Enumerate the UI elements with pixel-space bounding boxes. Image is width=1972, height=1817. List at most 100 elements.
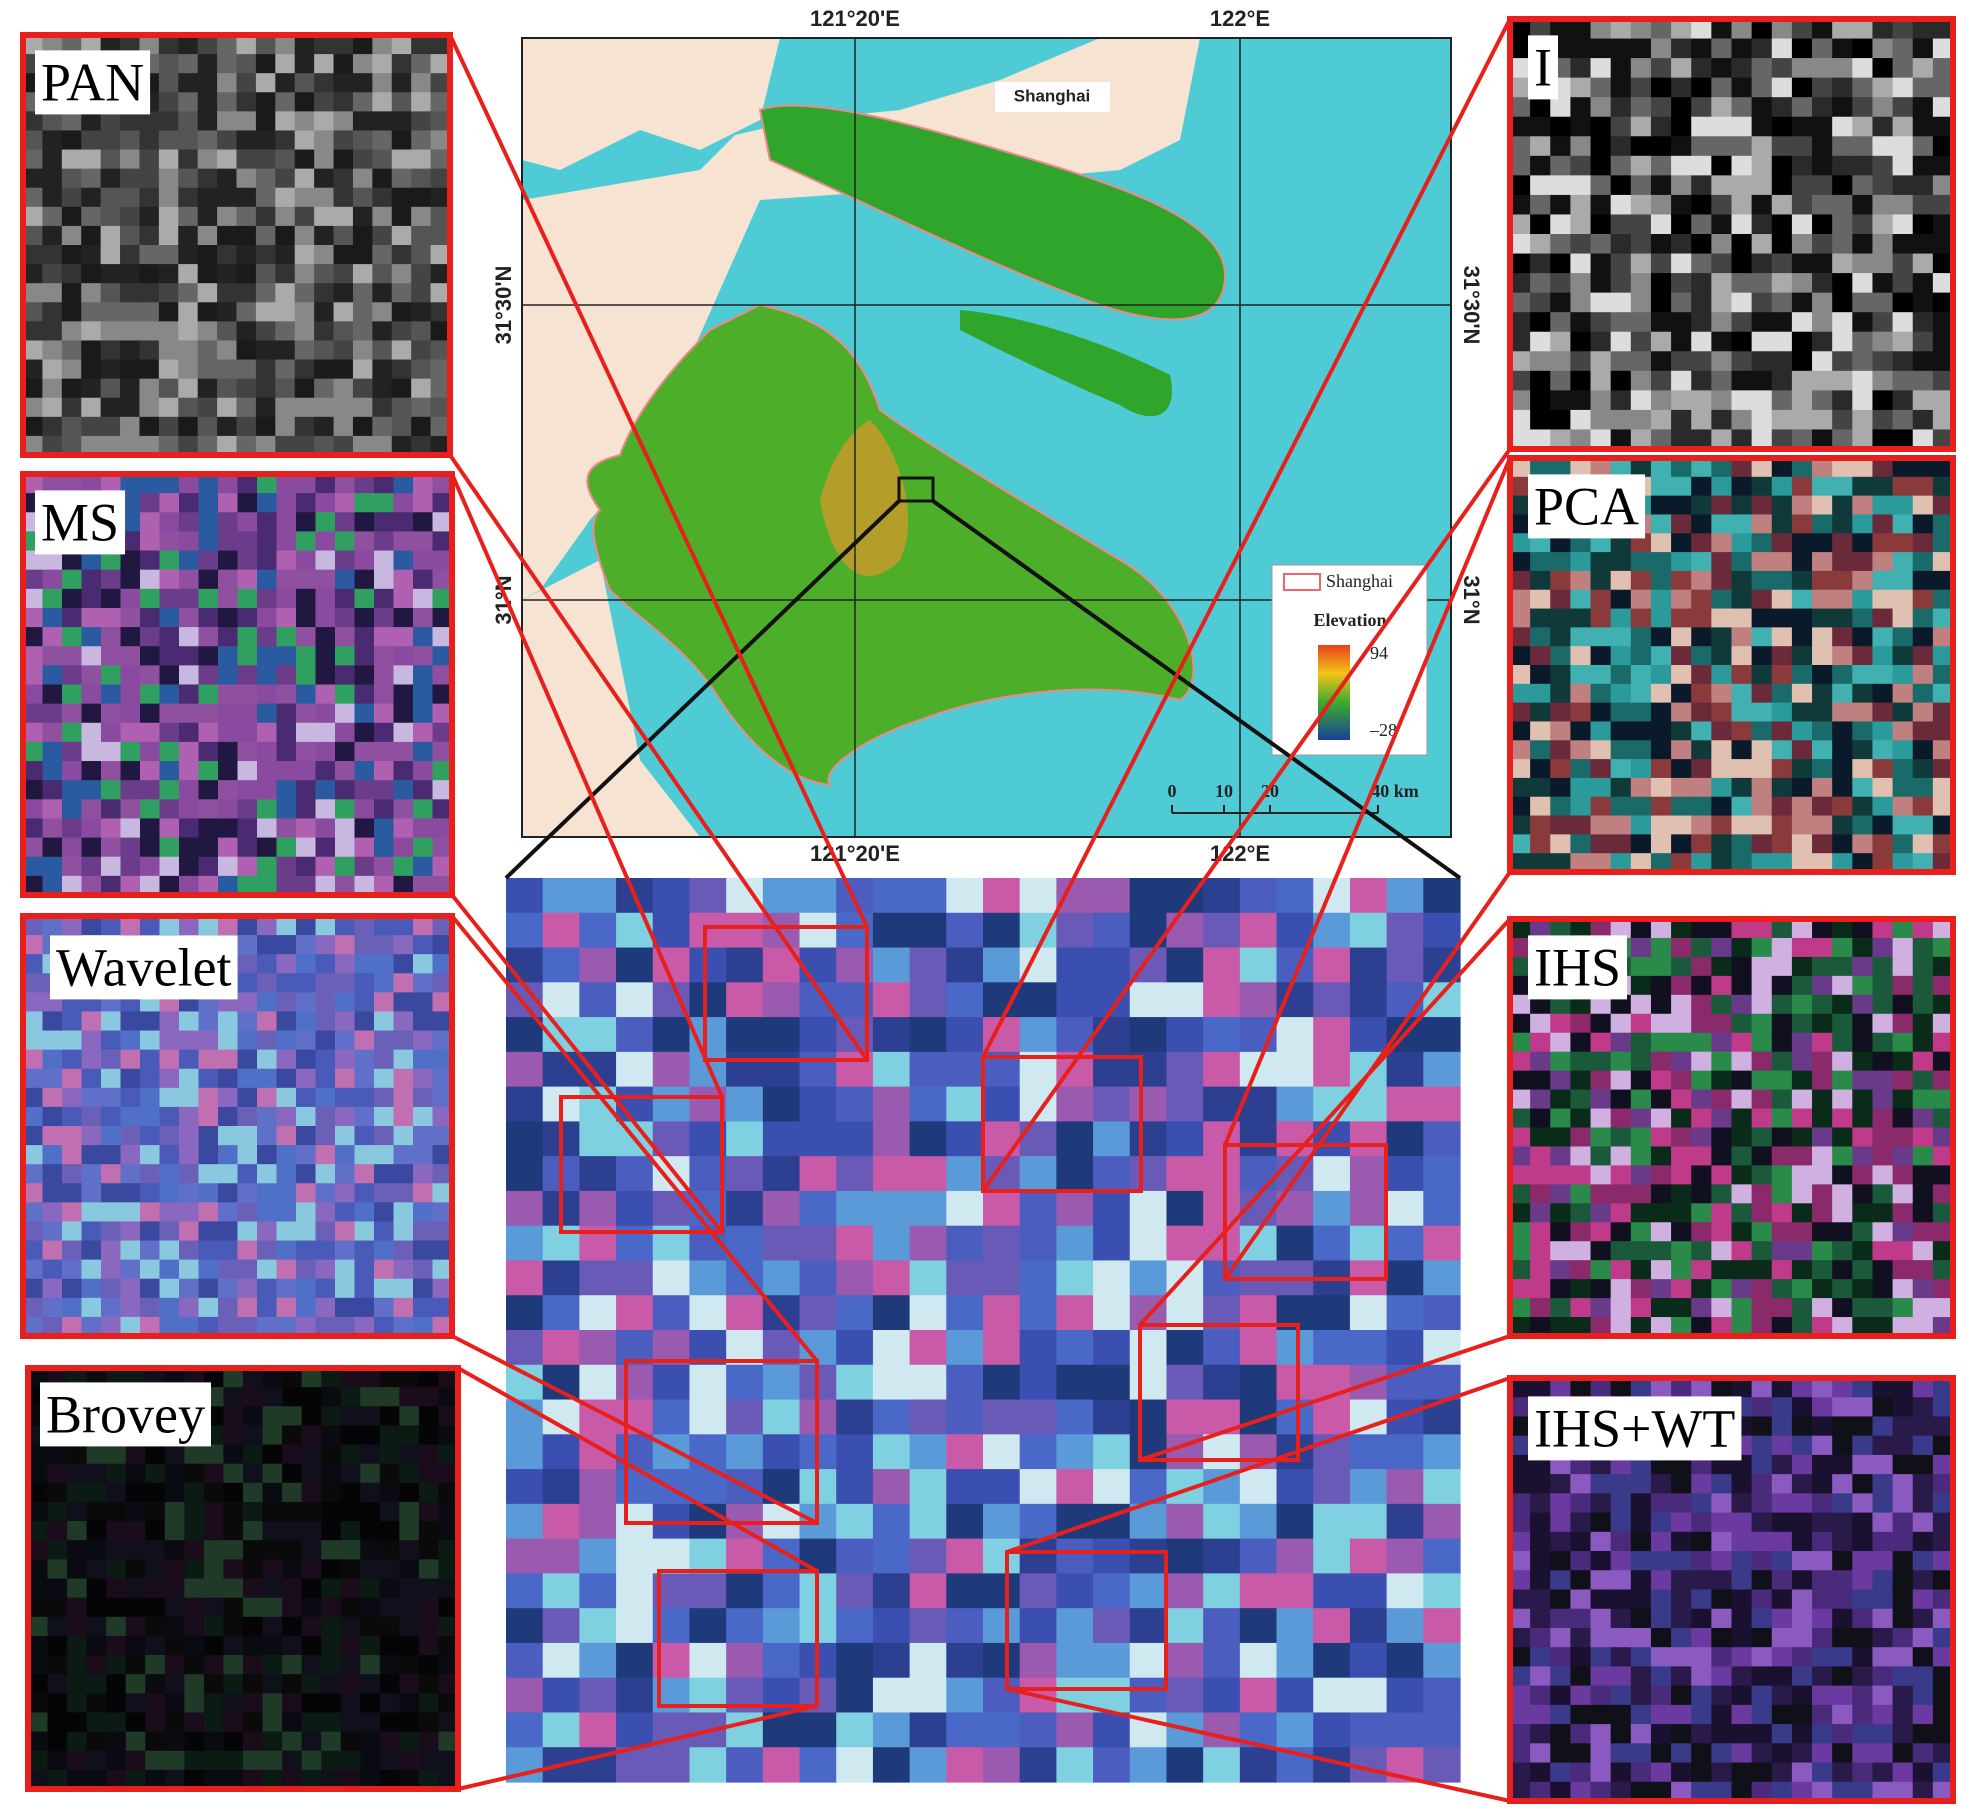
pixel xyxy=(1203,1608,1241,1644)
pixel xyxy=(1912,1378,1934,1398)
pixel xyxy=(198,916,219,936)
pixel xyxy=(335,1145,356,1165)
pixel xyxy=(836,1330,874,1366)
pixel xyxy=(1570,370,1592,391)
pixel xyxy=(223,1769,244,1790)
pixel xyxy=(354,916,375,936)
pixel xyxy=(1129,1260,1168,1296)
pixel xyxy=(399,1425,420,1446)
pixel xyxy=(1630,116,1652,137)
pixel xyxy=(1912,253,1934,274)
pixel xyxy=(1570,1127,1592,1148)
pixel xyxy=(301,1731,322,1752)
pixel xyxy=(1771,533,1793,553)
pixel xyxy=(1912,1589,1934,1610)
pixel xyxy=(340,1750,361,1771)
pixel xyxy=(321,1693,342,1714)
pixel xyxy=(413,665,434,686)
pixel xyxy=(301,1521,322,1541)
pixel xyxy=(1832,740,1853,760)
pixel xyxy=(1510,116,1531,137)
pixel xyxy=(217,340,238,361)
pixel xyxy=(301,1368,322,1388)
pixel xyxy=(542,1434,580,1470)
pixel xyxy=(203,1540,225,1560)
pixel xyxy=(946,1677,984,1714)
pixel xyxy=(1550,1146,1572,1167)
pixel xyxy=(1771,1704,1793,1725)
pixel xyxy=(81,627,102,647)
pixel xyxy=(762,1156,801,1192)
label-box xyxy=(1528,35,1558,100)
pixel xyxy=(1791,937,1813,958)
pixel xyxy=(579,1260,617,1296)
pixel xyxy=(1711,721,1733,741)
pixel xyxy=(1791,665,1813,685)
pixel xyxy=(542,1573,580,1609)
pixel xyxy=(1872,994,1894,1015)
pixel xyxy=(1912,458,1934,478)
pixel xyxy=(145,1578,166,1599)
pixel xyxy=(100,359,121,380)
pixel xyxy=(1610,1317,1632,1337)
pixel xyxy=(1630,312,1652,333)
pixel xyxy=(616,1747,654,1783)
pixel xyxy=(1570,665,1592,685)
pixel xyxy=(100,149,121,170)
pixel xyxy=(542,1712,580,1748)
pixel xyxy=(257,875,278,896)
pixel xyxy=(335,875,356,896)
pixel xyxy=(1510,552,1531,572)
pixel xyxy=(1129,1364,1168,1401)
pixel xyxy=(1276,1642,1314,1679)
pixel xyxy=(159,1278,180,1299)
pixel xyxy=(62,761,83,781)
pixel xyxy=(294,302,315,322)
pixel xyxy=(1751,1032,1773,1053)
pixel xyxy=(1912,1724,1934,1744)
pixel xyxy=(391,92,412,112)
pixel xyxy=(1812,1416,1833,1437)
pixel xyxy=(282,1597,303,1618)
pixel xyxy=(1671,1203,1692,1223)
pixel xyxy=(139,283,160,303)
pixel xyxy=(1570,1298,1592,1318)
pixel xyxy=(1771,1317,1793,1337)
pixel xyxy=(1276,1051,1314,1088)
pixel xyxy=(379,1559,400,1580)
pixel xyxy=(81,397,102,418)
pixel xyxy=(140,665,161,686)
pixel xyxy=(1610,683,1632,704)
pixel xyxy=(1203,1538,1241,1574)
pixel xyxy=(62,588,83,609)
pixel xyxy=(1872,1397,1894,1418)
pixel xyxy=(101,684,122,705)
pixel xyxy=(1203,1364,1241,1401)
pixel xyxy=(81,283,102,303)
pixel xyxy=(909,1608,947,1644)
pixel xyxy=(372,283,393,303)
pixel xyxy=(178,416,199,437)
pixel xyxy=(393,1049,414,1070)
lon-label: 122°E xyxy=(1210,841,1270,866)
pixel xyxy=(1590,1279,1612,1299)
pixel xyxy=(374,1297,395,1318)
pixel xyxy=(1731,458,1753,478)
pixel xyxy=(1852,351,1874,372)
pixel xyxy=(1570,570,1592,591)
pixel xyxy=(374,531,395,552)
pixel xyxy=(1771,1608,1793,1629)
pixel xyxy=(1932,646,1954,666)
pixel xyxy=(275,54,296,74)
pixel xyxy=(1791,1474,1813,1494)
pixel xyxy=(1630,136,1652,157)
pixel xyxy=(393,722,414,743)
pixel xyxy=(372,435,393,456)
pixel xyxy=(335,1030,356,1051)
pixel xyxy=(413,799,434,820)
pixel xyxy=(1771,1397,1793,1418)
pixel xyxy=(301,1750,322,1771)
pixel xyxy=(315,741,336,762)
pixel xyxy=(1812,370,1833,391)
pixel xyxy=(1791,975,1813,996)
